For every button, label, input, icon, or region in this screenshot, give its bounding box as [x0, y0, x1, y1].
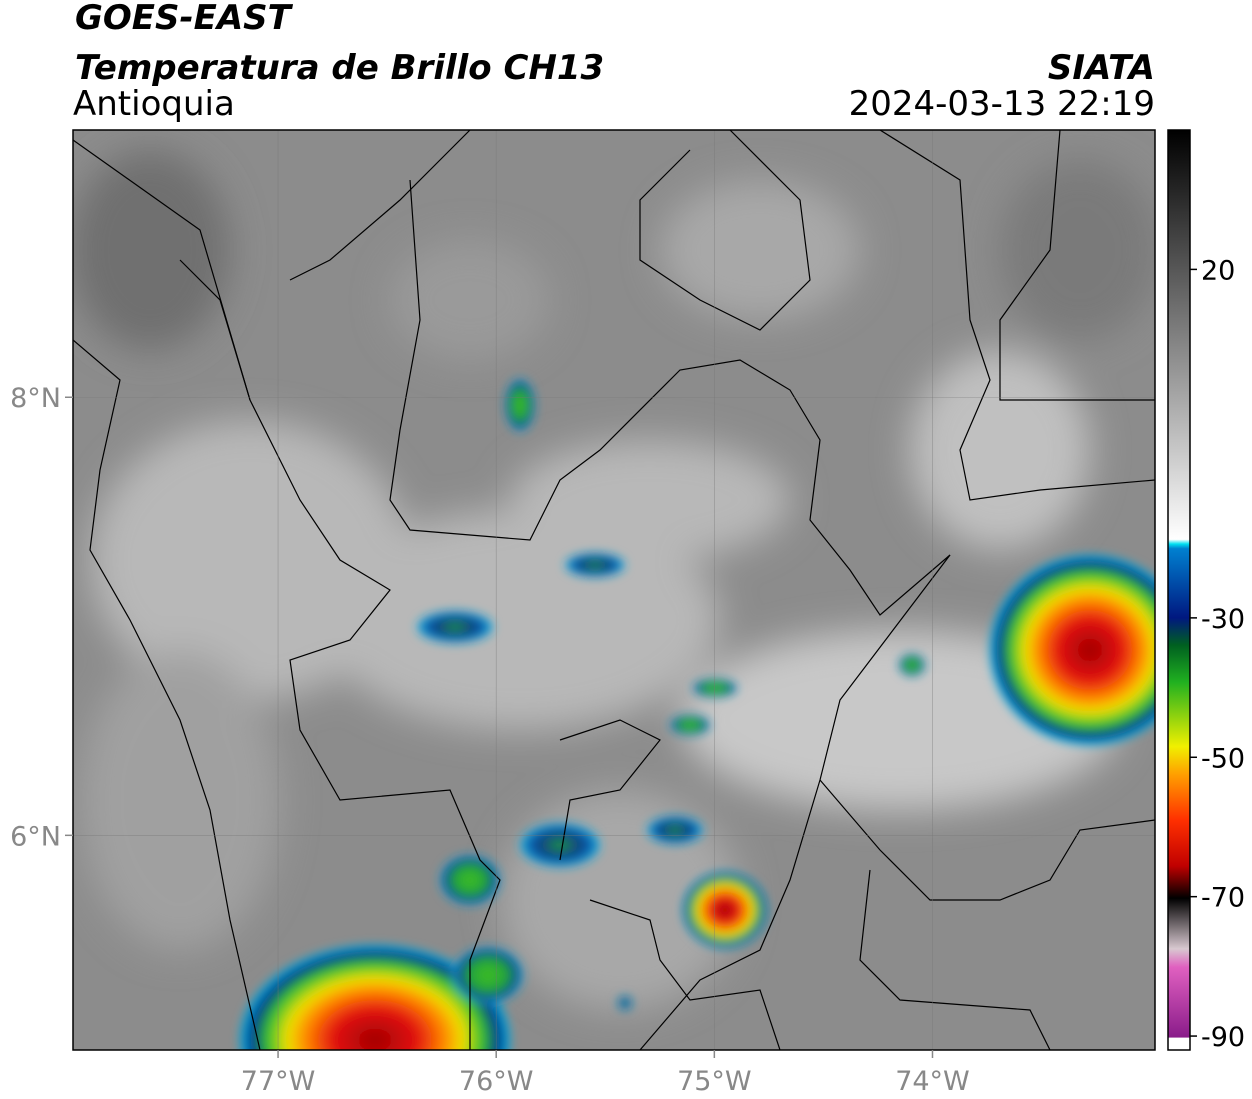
borders	[73, 130, 1155, 1050]
x-tick-label: 76°W	[459, 1066, 534, 1097]
x-tick-label: 77°W	[241, 1066, 316, 1097]
satellite-image	[73, 130, 1155, 1050]
x-tick-label: 74°W	[895, 1066, 970, 1097]
y-tick-label: 8°N	[10, 383, 61, 414]
map-frame	[72, 129, 1156, 1051]
region: Antioquia	[73, 84, 235, 124]
colorbar-tick-label: -90	[1201, 1022, 1245, 1053]
timestamp: 2024-03-13 22:19	[849, 84, 1155, 124]
graticule	[73, 130, 1155, 1050]
y-tick-label: 6°N	[10, 821, 61, 852]
colorbar-tick-label: -70	[1201, 883, 1245, 914]
source: SIATA	[1048, 48, 1155, 88]
colorbar	[1167, 129, 1191, 1051]
subtitle: Temperatura de Brillo CH13	[75, 48, 604, 88]
x-tick-label: 75°W	[677, 1066, 752, 1097]
colorbar-tick-label: -50	[1201, 743, 1245, 774]
title: GOES-EAST	[75, 0, 294, 38]
colorbar-tick-label: 20	[1201, 255, 1235, 286]
colorbar-tick-label: -30	[1201, 604, 1245, 635]
